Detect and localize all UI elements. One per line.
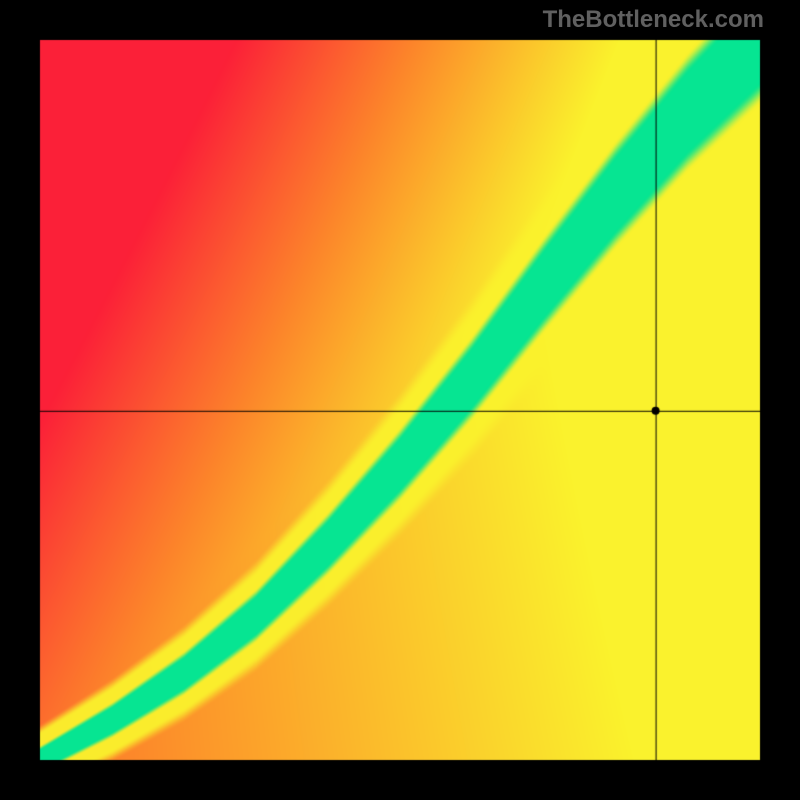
watermark-text: TheBottleneck.com bbox=[543, 6, 764, 34]
chart-container: { "figure": { "type": "heatmap", "canvas… bbox=[0, 0, 800, 800]
bottleneck-heatmap bbox=[0, 0, 800, 800]
